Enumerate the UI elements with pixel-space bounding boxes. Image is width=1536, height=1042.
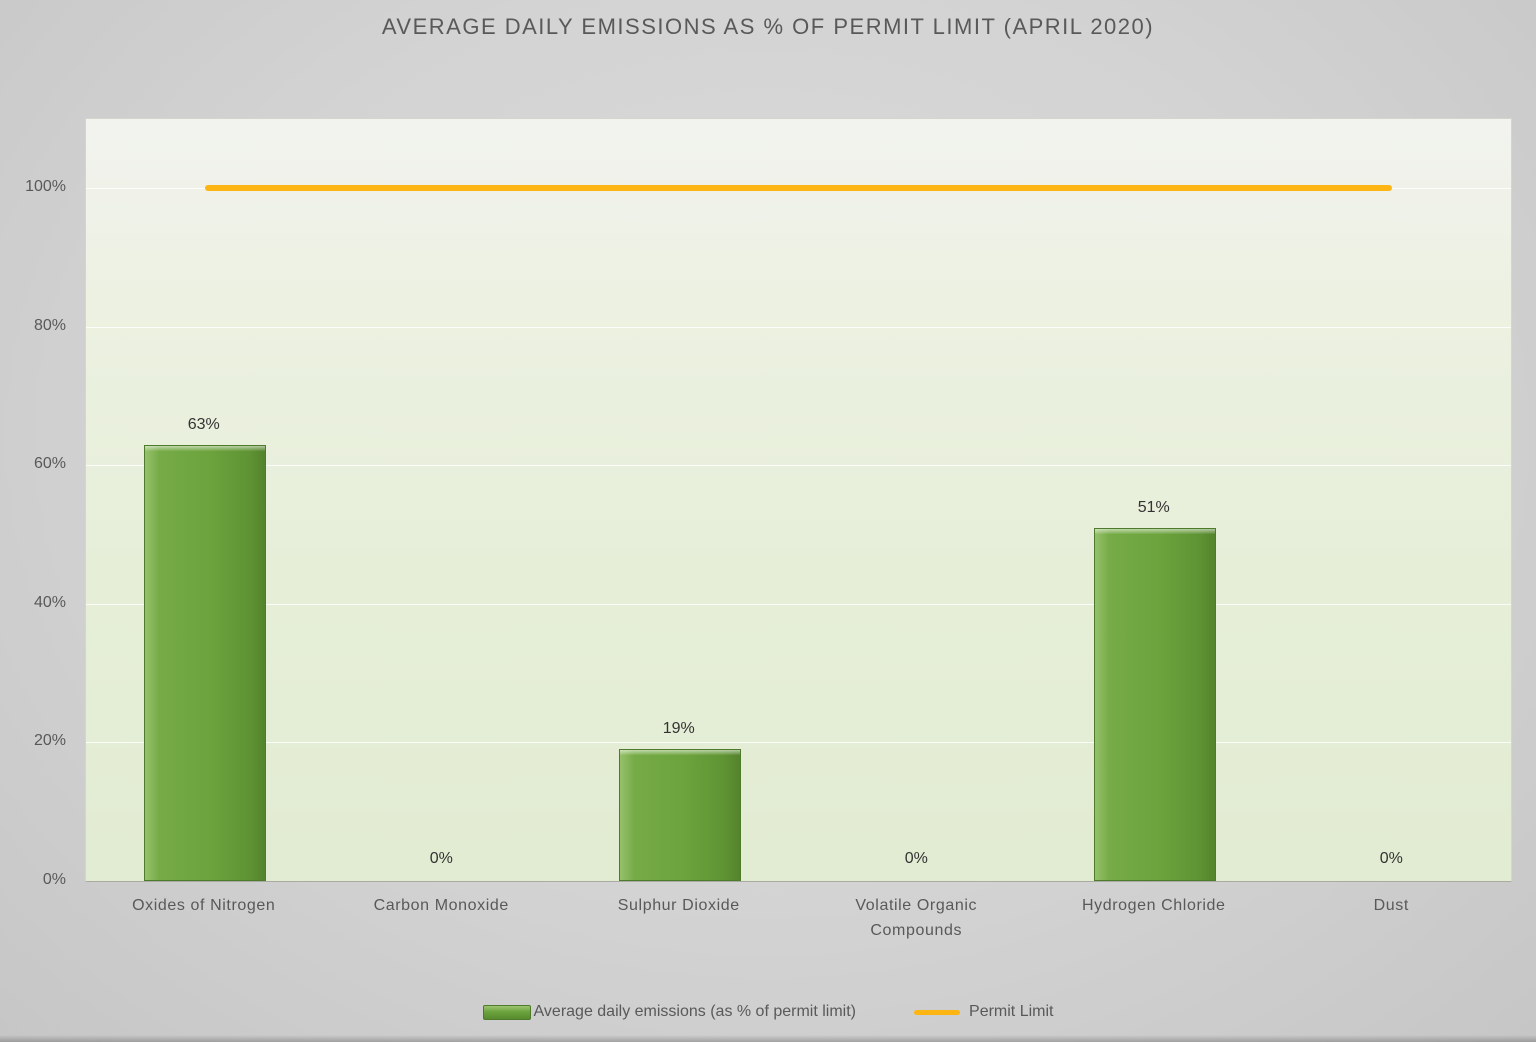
- legend-item-permit-limit: Permit Limit: [914, 1003, 1053, 1021]
- y-axis-label: 0%: [42, 871, 66, 888]
- bar-value-label: 19%: [662, 720, 695, 738]
- chart-legend: Average daily emissions (as % of permit …: [0, 1003, 1536, 1021]
- chart-title: AVERAGE DAILY EMISSIONS AS % OF PERMIT L…: [381, 14, 1155, 39]
- permit-limit-line: [204, 185, 1393, 192]
- bar-value-label: 63%: [187, 415, 220, 433]
- bar: [618, 749, 741, 881]
- category-label: Oxides of Nitrogen: [132, 897, 276, 914]
- legend-permit-limit-label: Permit Limit: [969, 1003, 1054, 1020]
- y-axis-label: 20%: [33, 732, 66, 750]
- gridline: [86, 603, 1511, 605]
- legend-line-swatch: [914, 1009, 961, 1015]
- gridline: [86, 465, 1511, 467]
- bar-value-label: 0%: [904, 850, 928, 867]
- category-label: Sulphur Dioxide: [617, 897, 740, 914]
- bar-value-label: 51%: [1137, 498, 1170, 516]
- legend-bar-swatch: [482, 1004, 531, 1020]
- plot-area: [85, 118, 1512, 882]
- bar-value-label: 0%: [429, 850, 453, 867]
- category-label: Dust: [1373, 897, 1409, 914]
- legend-emissions-label: Average daily emissions (as % of permit …: [533, 1003, 857, 1020]
- category-label: Volatile Organic Compounds: [855, 897, 978, 939]
- category-label: Hydrogen Chloride: [1081, 897, 1226, 914]
- window-bottom-edge: [0, 1035, 1536, 1042]
- bar-value-label: 0%: [1379, 850, 1403, 867]
- y-axis-label: 40%: [33, 593, 66, 611]
- bar: [1093, 527, 1216, 881]
- y-axis-label: 80%: [33, 316, 66, 334]
- y-axis-label: 60%: [33, 455, 66, 473]
- y-axis-label: 100%: [25, 178, 66, 196]
- gridline: [86, 326, 1511, 328]
- legend-item-emissions: Average daily emissions (as % of permit …: [482, 1003, 857, 1021]
- gridline: [86, 742, 1511, 744]
- bar: [143, 444, 266, 881]
- category-label: Carbon Monoxide: [373, 897, 509, 914]
